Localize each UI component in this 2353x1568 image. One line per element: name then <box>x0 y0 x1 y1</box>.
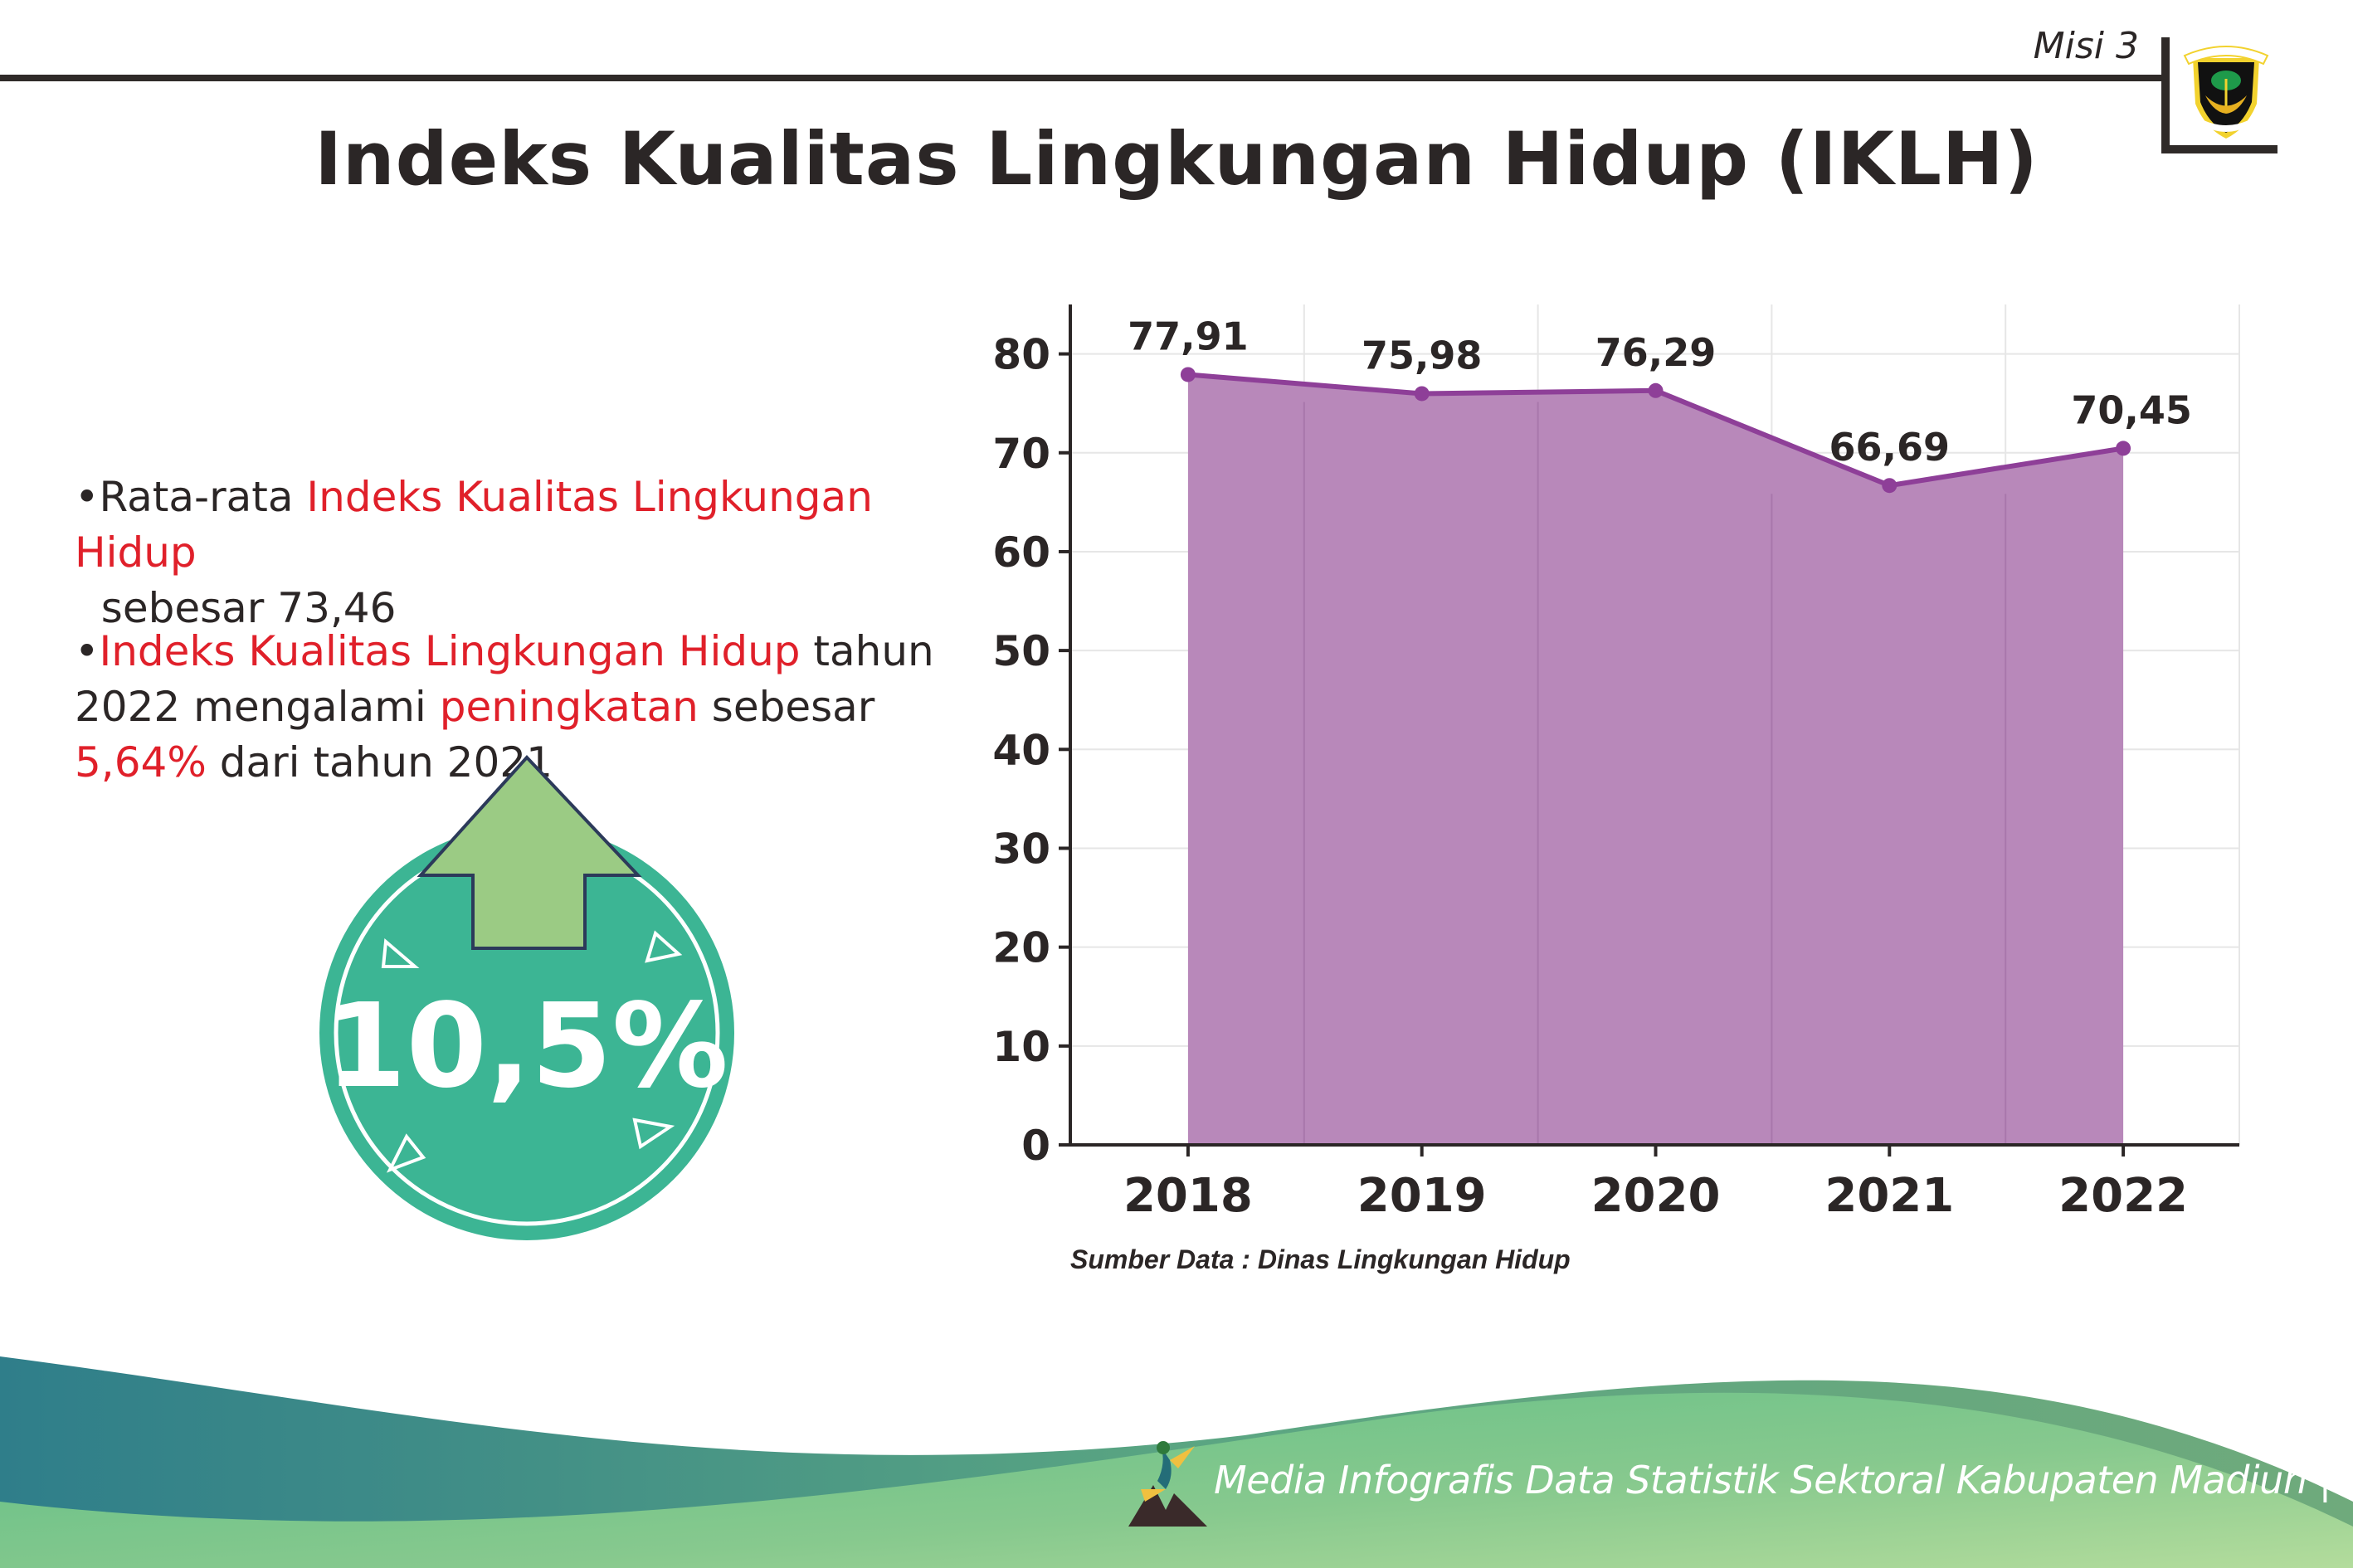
y-tick-label: 10 <box>992 1023 1050 1071</box>
bullet-average: •Rata-rata Indeks Kualitas Lingkungan Hi… <box>75 473 873 632</box>
bullet-text: dari tahun 2021 <box>206 738 553 786</box>
x-tick-label: 2018 <box>1123 1169 1253 1223</box>
data-point <box>1180 367 1196 382</box>
bullet-highlight: 5,64% <box>75 738 207 786</box>
data-point <box>1648 382 1664 398</box>
bullet-highlight: peningkatan <box>439 683 699 731</box>
y-tick-label: 70 <box>992 430 1050 478</box>
y-tick-label: 50 <box>992 627 1050 675</box>
data-point <box>2116 441 2131 456</box>
bullet-text: sebesar 73,46 <box>87 584 397 632</box>
bullet-text: tahun 2022 mengalami <box>75 627 934 731</box>
badge-value: 10,5% <box>325 979 728 1114</box>
data-label: 75,98 <box>1362 333 1483 377</box>
badge-circle <box>319 825 734 1240</box>
bullet-text: sebesar <box>698 683 875 731</box>
header-rule <box>0 75 2161 81</box>
increase-badge <box>319 755 734 1240</box>
y-tick-label: 30 <box>992 825 1050 873</box>
y-tick-label: 80 <box>992 331 1050 379</box>
page-title: Indeks Kualitas Lingkungan Hidup (IKLH) <box>314 116 2039 202</box>
x-tick-label: 2022 <box>2058 1169 2188 1223</box>
mission-label: Misi 3 <box>2033 25 2139 67</box>
kabupaten-madiun-logo <box>2183 46 2269 139</box>
arrow-up-icon <box>417 755 642 950</box>
footer-caption: Media Infografis Data Statistik Sektoral… <box>1214 1458 2331 1502</box>
y-tick-label: 60 <box>992 528 1050 577</box>
header-bracket-base <box>2161 145 2277 153</box>
data-label: 76,29 <box>1595 330 1717 375</box>
data-point <box>1414 386 1430 402</box>
data-label: 66,69 <box>1829 425 1951 470</box>
area-fill <box>1187 374 2124 1146</box>
y-tick-label: 40 <box>992 726 1050 774</box>
bullet-highlight: Indeks Kualitas Lingkungan Hidup <box>99 627 801 675</box>
x-tick-label: 2019 <box>1357 1169 1487 1223</box>
bullet-text: Rata-rata <box>99 473 307 521</box>
y-tick-label: 0 <box>1021 1122 1050 1170</box>
x-tick-label: 2020 <box>1591 1169 1721 1223</box>
data-label: 70,45 <box>2071 387 2192 432</box>
y-tick-label: 20 <box>992 924 1050 972</box>
data-point <box>1882 478 1898 494</box>
data-source: Sumber Data : Dinas Lingkungan Hidup <box>1070 1244 1571 1274</box>
data-label: 77,91 <box>1128 314 1249 358</box>
bullet-highlight: Indeks Kualitas Lingkungan Hidup <box>75 473 873 577</box>
x-tick-label: 2021 <box>1824 1169 1954 1223</box>
person-mascot-icon <box>1128 1441 1207 1527</box>
header-bracket <box>2161 37 2170 153</box>
bullet-change: •Indeks Kualitas Lingkungan Hidup tahun … <box>75 627 934 786</box>
